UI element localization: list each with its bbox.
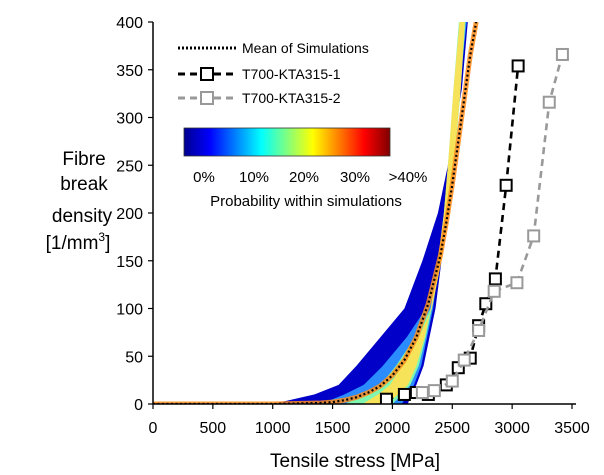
legend-mean-label: Mean of Simulations [242, 40, 369, 56]
series-2-point [457, 353, 471, 367]
colorbar-tick-10: 10% [239, 169, 269, 186]
x-tick-label: 2000 [375, 420, 411, 437]
x-tick-label: 1000 [255, 420, 291, 437]
series-2-point [472, 323, 486, 337]
x-tick-label: 0 [149, 420, 158, 437]
series-1-point [397, 387, 411, 401]
x-tick-label: 500 [200, 420, 227, 437]
svg-text:[1/mm3]: [1/mm3] [46, 230, 111, 254]
probability-band-0 [272, 22, 468, 404]
series-2-point [510, 276, 524, 290]
legend-series2-marker [200, 91, 214, 105]
legend-series1-marker [200, 67, 214, 81]
probability-band-layer [272, 22, 468, 404]
x-tick-label: 1500 [315, 420, 351, 437]
svg-text:break: break [60, 174, 108, 195]
y-tick-label: 150 [116, 254, 143, 271]
probability-band-3 [362, 22, 465, 404]
colorbar-gradient [183, 127, 391, 157]
y-tick-label: 350 [116, 63, 143, 80]
mean-highlight-line [153, 22, 479, 404]
y-tick-label: 200 [116, 206, 143, 223]
series-2-point [555, 47, 569, 61]
svg-text:Fibre: Fibre [62, 149, 105, 170]
y-tick-label: 400 [116, 15, 143, 32]
x-tick-label: 2500 [434, 420, 470, 437]
series-2-point [427, 384, 441, 398]
axes: 0 500 1000 1500 2000 2500 3000 3500 0 50 100 150 200… [116, 15, 590, 437]
colorbar-label: Probability within simulations [210, 193, 402, 210]
y-tick-label: 0 [134, 397, 143, 414]
series-2-point [487, 284, 501, 298]
colorbar-tick-20: 20% [289, 169, 319, 186]
series-layer [153, 22, 569, 404]
legend-series1-label: T700-KTA315-1 [242, 66, 341, 82]
y-tick-label: 300 [116, 111, 143, 128]
y-tick-label: 100 [116, 302, 143, 319]
series-2-line [422, 54, 564, 394]
y-tick-label: 50 [125, 349, 143, 366]
x-axis-title: Tensile stress [MPa] [270, 451, 440, 472]
series-1-point [511, 59, 525, 73]
svg-text:density: density [52, 206, 113, 227]
colorbar-tick-30: 30% [340, 169, 370, 186]
x-tick-label: 3000 [494, 420, 530, 437]
legend-series2-label: T700-KTA315-2 [242, 90, 341, 106]
series-1-point [488, 272, 502, 286]
probability-band-1 [320, 22, 467, 404]
legend: Mean of Simulations T700-KTA315-1 T700-K… [178, 40, 369, 106]
series-2-point [415, 386, 429, 400]
x-tick-label: 3500 [554, 420, 590, 437]
colorbar: 0% 10% 20% 30% >40% Probability within s… [183, 127, 428, 210]
series-2-point [445, 374, 459, 388]
colorbar-tick-0: 0% [193, 169, 215, 186]
colorbar-tick-40: >40% [389, 169, 428, 186]
series-2-point [542, 95, 556, 109]
y-axis-title: Fibre break density [1/mm3] [46, 149, 113, 254]
y-tick-label: 250 [116, 158, 143, 175]
series-1-point [499, 178, 513, 192]
series-1-point [379, 392, 393, 404]
series-2-point [527, 229, 541, 243]
